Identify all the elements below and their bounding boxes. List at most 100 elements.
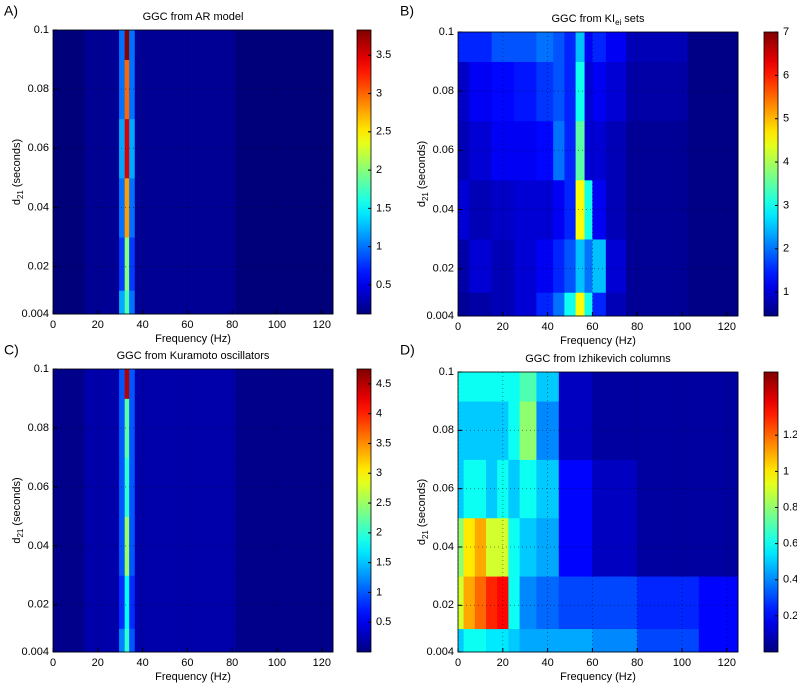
panel-label: C)	[4, 342, 19, 358]
heat-cell	[119, 177, 126, 238]
colorbar-tick-label: 6	[783, 69, 789, 81]
colorbar-tick-label: 3.5	[376, 49, 391, 61]
y-label-suffix: (seconds)	[11, 477, 23, 525]
heat-cell	[235, 369, 334, 399]
heat-cell	[129, 369, 136, 399]
y-tick-label: 0.004	[21, 308, 49, 320]
y-tick-label: 0.08	[433, 85, 454, 97]
y-tick-label: 0.02	[28, 599, 49, 611]
heat-cell	[592, 628, 638, 653]
heat-cell	[605, 239, 627, 293]
x-tick-label: 60	[181, 657, 193, 669]
title-text: GGC from AR model	[143, 11, 244, 23]
heat-cell	[536, 239, 554, 293]
y-tick-label: 0.004	[426, 646, 454, 658]
heat-cell	[463, 628, 476, 653]
x-tick-label: 40	[136, 657, 148, 669]
heat-cell	[592, 239, 607, 293]
x-tick-label: 100	[268, 657, 286, 669]
heat-cell	[575, 61, 585, 122]
heat-cell	[84, 516, 120, 576]
heat-cell	[536, 120, 554, 181]
heat-cell	[458, 239, 470, 293]
heat-cell	[235, 516, 334, 576]
y-tick-label: 0.1	[439, 366, 454, 378]
colorbar-tick-label: 1	[376, 241, 382, 253]
heat-cell	[134, 575, 236, 629]
heat-cell	[463, 401, 476, 460]
y-axis-label: d21 (seconds)	[416, 479, 430, 545]
heat-cell	[536, 628, 560, 653]
heat-cell	[491, 120, 515, 181]
colorbar-tick-label: 2.5	[376, 126, 391, 138]
plot-frame	[457, 31, 739, 317]
heat-cell	[119, 457, 126, 517]
heat-cell	[124, 575, 130, 629]
heat-cell	[687, 179, 739, 240]
heat-cell	[564, 32, 576, 62]
heat-cell	[134, 457, 236, 517]
heat-cell	[626, 292, 688, 317]
heat-cell	[119, 59, 126, 120]
heat-cell	[536, 459, 560, 519]
colorbar-tick-label: 0.5	[376, 616, 391, 628]
colorbar-tick-label: 1	[783, 465, 789, 477]
heat-cell	[536, 32, 554, 62]
x-tick-label: 120	[313, 319, 331, 331]
colorbar-tick-label: 1	[376, 586, 382, 598]
colorbar	[356, 29, 372, 315]
heat-cell	[558, 628, 593, 653]
heat-cell	[508, 576, 520, 630]
heat-cell	[592, 61, 607, 122]
heat-cell	[536, 401, 560, 460]
x-tick-label: 80	[631, 321, 643, 333]
heat-cell	[637, 401, 700, 460]
heat-cell	[53, 177, 85, 238]
heat-cell	[592, 179, 607, 240]
x-tick-label: 120	[718, 657, 736, 669]
x-tick-label: 60	[181, 319, 193, 331]
heat-cell	[129, 59, 136, 120]
heat-cell	[687, 61, 739, 122]
heat-cell	[458, 32, 470, 62]
y-tick-label: 0.04	[28, 540, 49, 552]
heat-cell	[486, 628, 498, 653]
x-tick-label: 100	[673, 321, 691, 333]
heat-cell	[536, 372, 560, 402]
x-tick-label: 40	[136, 319, 148, 331]
x-tick-label: 20	[92, 657, 104, 669]
colorbar-tick-label: 1.2	[783, 429, 797, 441]
heat-cell	[119, 237, 126, 291]
y-tick-label: 0.06	[433, 483, 454, 495]
heat-cell	[553, 179, 565, 240]
x-tick-label: 120	[718, 321, 736, 333]
heat-cell	[584, 239, 593, 293]
heat-cell	[458, 120, 470, 181]
heat-cell	[458, 61, 470, 122]
heat-cell	[491, 292, 515, 317]
heat-cell	[584, 120, 593, 181]
colorbar-tick-label: 4	[376, 408, 382, 420]
heat-cell	[592, 517, 638, 577]
heat-cell	[564, 179, 576, 240]
heat-cell	[124, 398, 130, 458]
heat-cell	[558, 401, 593, 460]
heat-cell	[553, 239, 565, 293]
y-label-subscript: 21	[16, 528, 25, 537]
colorbar-tick-label: 4.5	[376, 378, 391, 390]
heat-cell	[469, 292, 492, 317]
y-label-suffix: (seconds)	[11, 139, 23, 187]
colorbar-tick-label: 3.5	[376, 437, 391, 449]
y-tick-label: 0.04	[433, 203, 454, 215]
heat-cell	[119, 516, 126, 576]
heat-cell	[235, 237, 334, 291]
heat-cell	[584, 292, 593, 317]
heat-cell	[134, 177, 236, 238]
heat-cell	[129, 177, 136, 238]
heat-cell	[575, 179, 585, 240]
heat-cell	[637, 628, 700, 653]
heat-cell	[486, 401, 498, 460]
heat-cell	[129, 30, 136, 60]
y-axis-label: d21 (seconds)	[416, 141, 430, 207]
heat-cell	[463, 517, 476, 577]
